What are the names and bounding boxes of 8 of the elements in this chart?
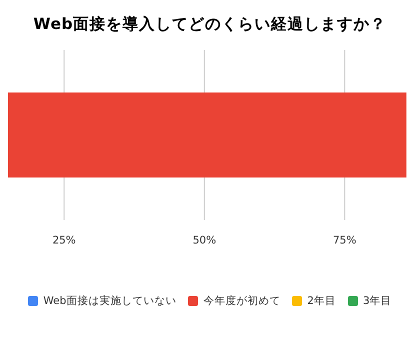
legend-label: 今年度が初めて — [202, 294, 280, 308]
x-tick-label: 25% — [52, 234, 76, 246]
chart-title: Web面接を導入してどのくらい経過しますか？ — [32, 14, 388, 35]
x-tick-label: 50% — [192, 234, 216, 246]
legend-label: Web面接は実施していない — [42, 294, 176, 308]
legend-label: 2年目 — [306, 294, 336, 308]
x-tick-label: 75% — [332, 234, 356, 246]
legend-label: 3年目 — [362, 294, 392, 308]
